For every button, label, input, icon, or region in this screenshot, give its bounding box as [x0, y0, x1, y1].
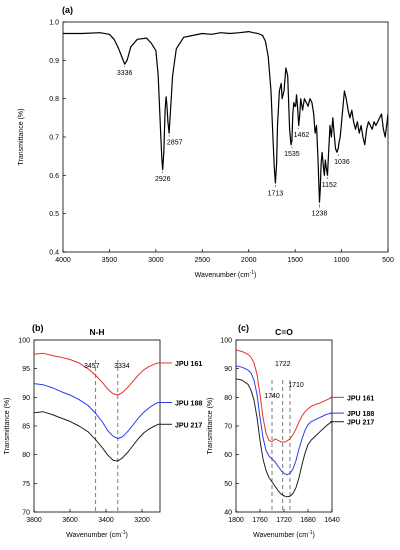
y-tick-label: 100 — [18, 338, 30, 345]
panel-title: N-H — [89, 327, 104, 337]
x-tick-label: 1760 — [252, 517, 268, 524]
y-tick-label: 70 — [224, 424, 232, 431]
x-tick-label: 4000 — [55, 257, 71, 264]
series-line — [236, 378, 332, 498]
y-axis-label: Transmittance (%) — [18, 109, 25, 166]
y-tick-label: 0.8 — [49, 96, 59, 103]
x-tick-label: 3200 — [134, 517, 150, 524]
x-tick-label: 2500 — [194, 257, 210, 264]
x-tick-label: 1680 — [300, 517, 316, 524]
peak-label: 1152 — [322, 182, 337, 189]
peak-label: 1462 — [294, 132, 310, 139]
plot-frame — [62, 21, 389, 253]
panel-label: (c) — [238, 323, 249, 333]
plot-area — [63, 31, 388, 203]
y-tick-label: 85 — [22, 424, 30, 431]
x-tick-label: 3400 — [98, 517, 114, 524]
y-tick-label: 0.6 — [49, 173, 59, 180]
y-axis-label: Transmittance (%) — [4, 398, 11, 455]
panel-label: (a) — [62, 5, 73, 15]
x-tick-label: 1640 — [324, 517, 340, 524]
panel-a: (a) 4000 3500 3000 2500 2000 1500 1000 500 0.4 0.5… — [18, 5, 394, 279]
x-tick-label: 2000 — [241, 257, 257, 264]
y-tick-label: 50 — [224, 481, 232, 488]
y-tick-label: 95 — [22, 366, 30, 373]
peak-label: 1238 — [312, 211, 328, 218]
peak-label: 1036 — [334, 159, 350, 166]
series-line — [34, 411, 159, 462]
y-tick-label: 60 — [224, 452, 232, 459]
peak-label: 1535 — [284, 151, 300, 158]
x-axis-label: Wavenumber (cm-1) — [253, 530, 315, 539]
y-tick-label: 90 — [22, 395, 30, 402]
x-axis-label-close: ) — [313, 532, 315, 539]
x-axis-label-superscript: -1 — [308, 530, 313, 536]
x-axis-label-superscript: -1 — [250, 270, 255, 276]
x-axis-label-superscript: -1 — [121, 530, 126, 536]
x-axis-label: Wavenumber (cm-1) — [66, 530, 128, 539]
x-tick-label: 1000 — [334, 257, 350, 264]
y-axis-label: Transmittance (%) — [207, 398, 214, 455]
peak-label: 3336 — [117, 70, 133, 77]
reference-line-label: 1740 — [264, 393, 280, 400]
panel-b: (b) N-H 3800 3600 3400 3200 70 75 80 85 90 95 100 Wav… — [4, 323, 202, 539]
x-tick-label: 3500 — [102, 257, 118, 264]
y-tick-label: 90 — [224, 366, 232, 373]
peak-label: 2857 — [167, 140, 183, 147]
panel-title: C=O — [275, 327, 293, 337]
x-tick-label: 1800 — [228, 517, 244, 524]
y-tick-label: 1.0 — [49, 20, 59, 27]
legend-label: JPU 161 — [347, 395, 374, 402]
x-tick-label: 1720 — [276, 517, 292, 524]
x-tick-label: 3000 — [148, 257, 164, 264]
x-tick-label: 500 — [382, 257, 394, 264]
legend-label: JPU 188 — [175, 400, 202, 407]
x-tick-label: 1500 — [287, 257, 303, 264]
reference-line-label: 1722 — [275, 361, 291, 368]
legend-label: JPU 217 — [347, 420, 374, 427]
reference-line-label: 3457 — [84, 363, 100, 370]
peak-label: 2926 — [155, 176, 171, 183]
x-tick-label: 3600 — [62, 517, 78, 524]
series-line — [34, 352, 159, 396]
y-tick-label: 40 — [224, 510, 232, 517]
reference-line-label: 3334 — [114, 363, 130, 370]
y-tick-label: 80 — [224, 395, 232, 402]
series-line — [236, 349, 332, 443]
plot-area — [34, 352, 159, 512]
legend-label: JPU 188 — [347, 411, 374, 418]
series-line — [34, 383, 159, 440]
x-axis-label: Wavenumber (cm-1) — [195, 270, 257, 279]
legend-label: JPU 161 — [175, 361, 202, 368]
x-axis-label-close: ) — [254, 272, 256, 279]
series-line — [236, 365, 332, 476]
legend-label: JPU 217 — [175, 422, 202, 429]
x-tick-label: 3800 — [26, 517, 42, 524]
plot-area — [236, 349, 332, 512]
y-tick-label: 100 — [220, 338, 232, 345]
reference-line-label: 1710 — [288, 382, 304, 389]
y-tick-label: 0.4 — [49, 250, 59, 257]
y-tick-label: 75 — [22, 481, 30, 488]
peak-label: 1713 — [268, 190, 284, 197]
panel-c: (c) C=O 1800 1760 1720 1680 1640 40 50 60 70 80 90 10… — [207, 323, 374, 539]
y-tick-label: 70 — [22, 510, 30, 517]
x-axis-label-close: ) — [126, 532, 128, 539]
y-tick-label: 0.5 — [49, 211, 59, 218]
series-line — [63, 31, 388, 203]
y-tick-label: 0.9 — [49, 58, 59, 65]
panel-label: (b) — [32, 323, 44, 333]
y-tick-label: 80 — [22, 452, 30, 459]
y-tick-label: 0.7 — [49, 135, 59, 142]
